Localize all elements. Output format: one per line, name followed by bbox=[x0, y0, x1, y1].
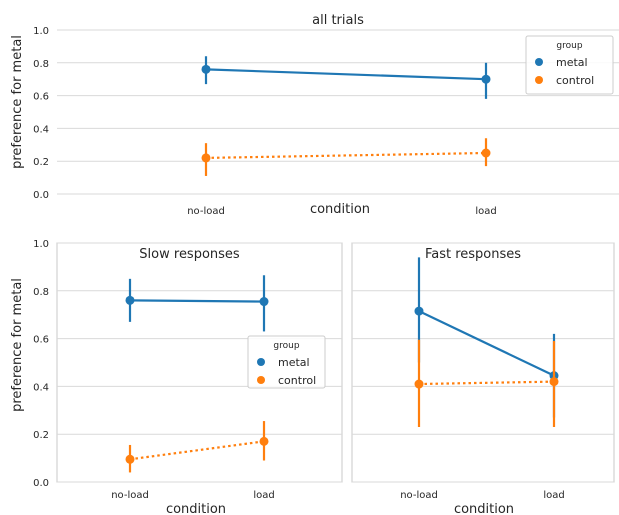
x-tick-label: no-load bbox=[111, 490, 149, 501]
y-axis-label: preference for metal bbox=[10, 278, 25, 412]
y-tick-label: 1.0 bbox=[33, 239, 49, 250]
data-point-metal bbox=[414, 306, 424, 316]
x-axis-label: condition bbox=[310, 202, 370, 217]
legend-marker-metal bbox=[257, 358, 265, 366]
series-line-metal bbox=[205, 68, 487, 81]
x-tick-label: no-load bbox=[187, 206, 225, 217]
legend-title: group bbox=[273, 341, 299, 351]
series-line-metal bbox=[129, 299, 265, 303]
data-point-control bbox=[259, 436, 269, 446]
legend-title: group bbox=[556, 41, 582, 51]
data-point-control bbox=[414, 379, 424, 389]
data-point-metal bbox=[125, 295, 135, 305]
chart-title: Fast responses bbox=[425, 247, 521, 262]
y-tick-label: 0.0 bbox=[33, 190, 49, 201]
y-tick-label: 1.0 bbox=[33, 26, 49, 37]
y-tick-label: 0.6 bbox=[33, 335, 49, 346]
x-axis-label: condition bbox=[454, 502, 514, 515]
y-tick-label: 0.6 bbox=[33, 92, 49, 103]
legend-marker-metal bbox=[535, 58, 543, 66]
y-tick-label: 0.2 bbox=[33, 157, 49, 168]
data-point-metal bbox=[201, 64, 211, 74]
series-line-metal bbox=[418, 310, 555, 377]
data-point-control bbox=[549, 377, 559, 387]
y-axis-label: preference for metal bbox=[10, 35, 25, 169]
y-tick-label: 0.4 bbox=[33, 382, 49, 393]
series-line-control bbox=[205, 151, 487, 160]
x-axis-label: condition bbox=[166, 502, 226, 515]
legend-label: control bbox=[556, 74, 594, 87]
series-line-control bbox=[418, 380, 555, 386]
data-point-metal bbox=[481, 74, 491, 84]
panel-frame bbox=[351, 242, 615, 483]
y-tick-label: 0.8 bbox=[33, 59, 49, 70]
data-point-control bbox=[125, 454, 135, 464]
x-tick-label: no-load bbox=[400, 490, 438, 501]
y-tick-label: 0.2 bbox=[33, 430, 49, 441]
data-point-control bbox=[481, 148, 491, 158]
legend-marker-control bbox=[535, 76, 543, 84]
x-tick-label: load bbox=[253, 490, 274, 501]
legend-label: metal bbox=[556, 56, 588, 69]
legend-label: metal bbox=[278, 356, 310, 369]
legend-marker-control bbox=[257, 376, 265, 384]
data-point-metal bbox=[259, 297, 269, 307]
chart-title: all trials bbox=[312, 13, 364, 28]
x-tick-label: load bbox=[475, 206, 496, 217]
y-tick-label: 0.4 bbox=[33, 124, 49, 135]
legend-label: control bbox=[278, 374, 316, 387]
y-tick-label: 0.8 bbox=[33, 287, 49, 298]
chart-title: Slow responses bbox=[139, 247, 240, 262]
legend-box bbox=[247, 335, 326, 389]
legend-box bbox=[525, 35, 614, 95]
x-tick-label: load bbox=[543, 490, 564, 501]
series-line-control bbox=[129, 440, 265, 461]
data-point-control bbox=[201, 153, 211, 163]
y-tick-label: 0.0 bbox=[33, 478, 49, 489]
